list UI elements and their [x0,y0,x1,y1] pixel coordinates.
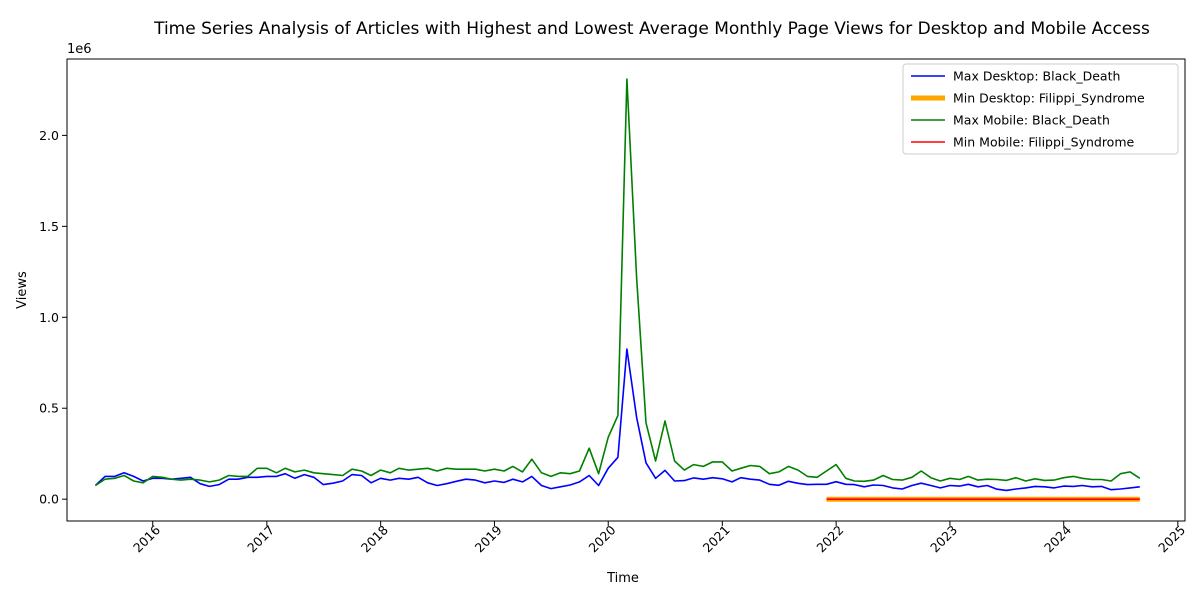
series-line-1 [94,348,1140,492]
y-axis-label: Views [15,271,30,309]
y-tick-label: 1.0 [39,310,59,325]
plot-frame [66,58,1186,522]
y-tick-label: 0.5 [39,401,59,416]
chart-title: Time Series Analysis of Articles with Hi… [153,19,1150,39]
legend-box [902,63,1179,155]
y-tick-label: 0.0 [39,492,59,507]
legend-label-2: Min Desktop: Filippi_Syndrome [953,91,1145,106]
legend-label-3: Max Mobile: Black_Death [953,113,1110,128]
y-tick-label: 2.0 [39,128,59,143]
y-tick-label: 1.5 [39,219,59,234]
y-multiplier-label: 1e6 [67,42,92,57]
series-line-3 [94,78,1141,487]
legend: Max Desktop: Black_Death Min Desktop: Fil… [902,63,1179,155]
legend-label-1: Max Desktop: Black_Death [953,69,1120,84]
legend-label-4: Min Mobile: Filippi_Syndrome [953,135,1135,150]
plot-area [66,58,1186,522]
x-axis-label: Time [606,571,639,586]
y-axis: 0.0 0.5 1.0 1.5 2.0 [39,128,67,507]
